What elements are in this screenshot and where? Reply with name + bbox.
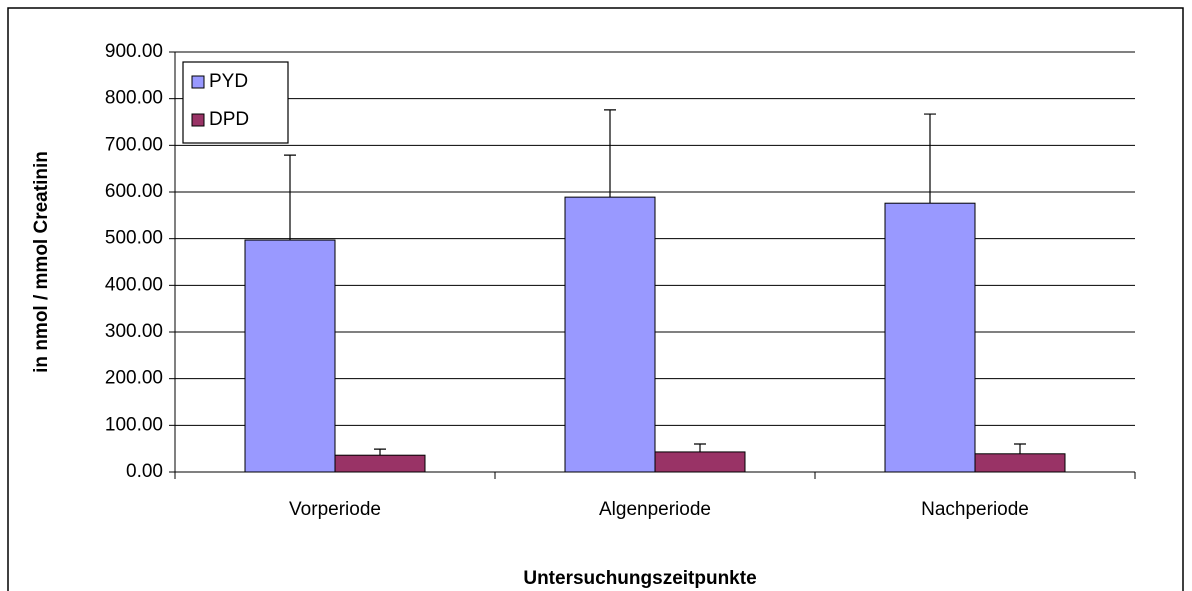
bar bbox=[244, 239, 336, 473]
error-bar bbox=[924, 113, 936, 204]
y-axis-title: in nmol / mmol Creatinin bbox=[31, 151, 52, 373]
y-tick-label: 200.00 bbox=[105, 368, 163, 389]
x-axis-title: Untersuchungszeitpunkte bbox=[523, 568, 756, 589]
y-tick-label: 800.00 bbox=[105, 88, 163, 109]
y-tick-label: 600.00 bbox=[105, 181, 163, 202]
y-tick-label: 400.00 bbox=[105, 274, 163, 295]
legend-label: DPD bbox=[209, 109, 249, 130]
y-tick-label: 100.00 bbox=[105, 414, 163, 435]
bar bbox=[974, 453, 1066, 473]
y-tick-label: 0.00 bbox=[126, 461, 163, 482]
x-tick-label: Algenperiode bbox=[599, 499, 711, 520]
x-tick-label: Vorperiode bbox=[289, 499, 381, 520]
error-bar bbox=[374, 448, 386, 456]
y-tick-label: 500.00 bbox=[105, 228, 163, 249]
error-bar bbox=[284, 154, 296, 241]
bar bbox=[564, 196, 656, 473]
y-tick-label: 300.00 bbox=[105, 321, 163, 342]
x-tick-label: Nachperiode bbox=[921, 499, 1029, 520]
y-tick-label: 700.00 bbox=[105, 134, 163, 155]
y-tick-label: 900.00 bbox=[105, 41, 163, 62]
legend-label: PYD bbox=[209, 71, 248, 92]
error-bar bbox=[604, 109, 616, 198]
legend-swatch bbox=[191, 75, 205, 89]
error-bar bbox=[1014, 443, 1026, 454]
legend-swatch bbox=[191, 113, 205, 127]
bar bbox=[654, 451, 746, 473]
bar bbox=[334, 454, 426, 473]
error-bar bbox=[694, 443, 706, 452]
bar bbox=[884, 202, 976, 473]
